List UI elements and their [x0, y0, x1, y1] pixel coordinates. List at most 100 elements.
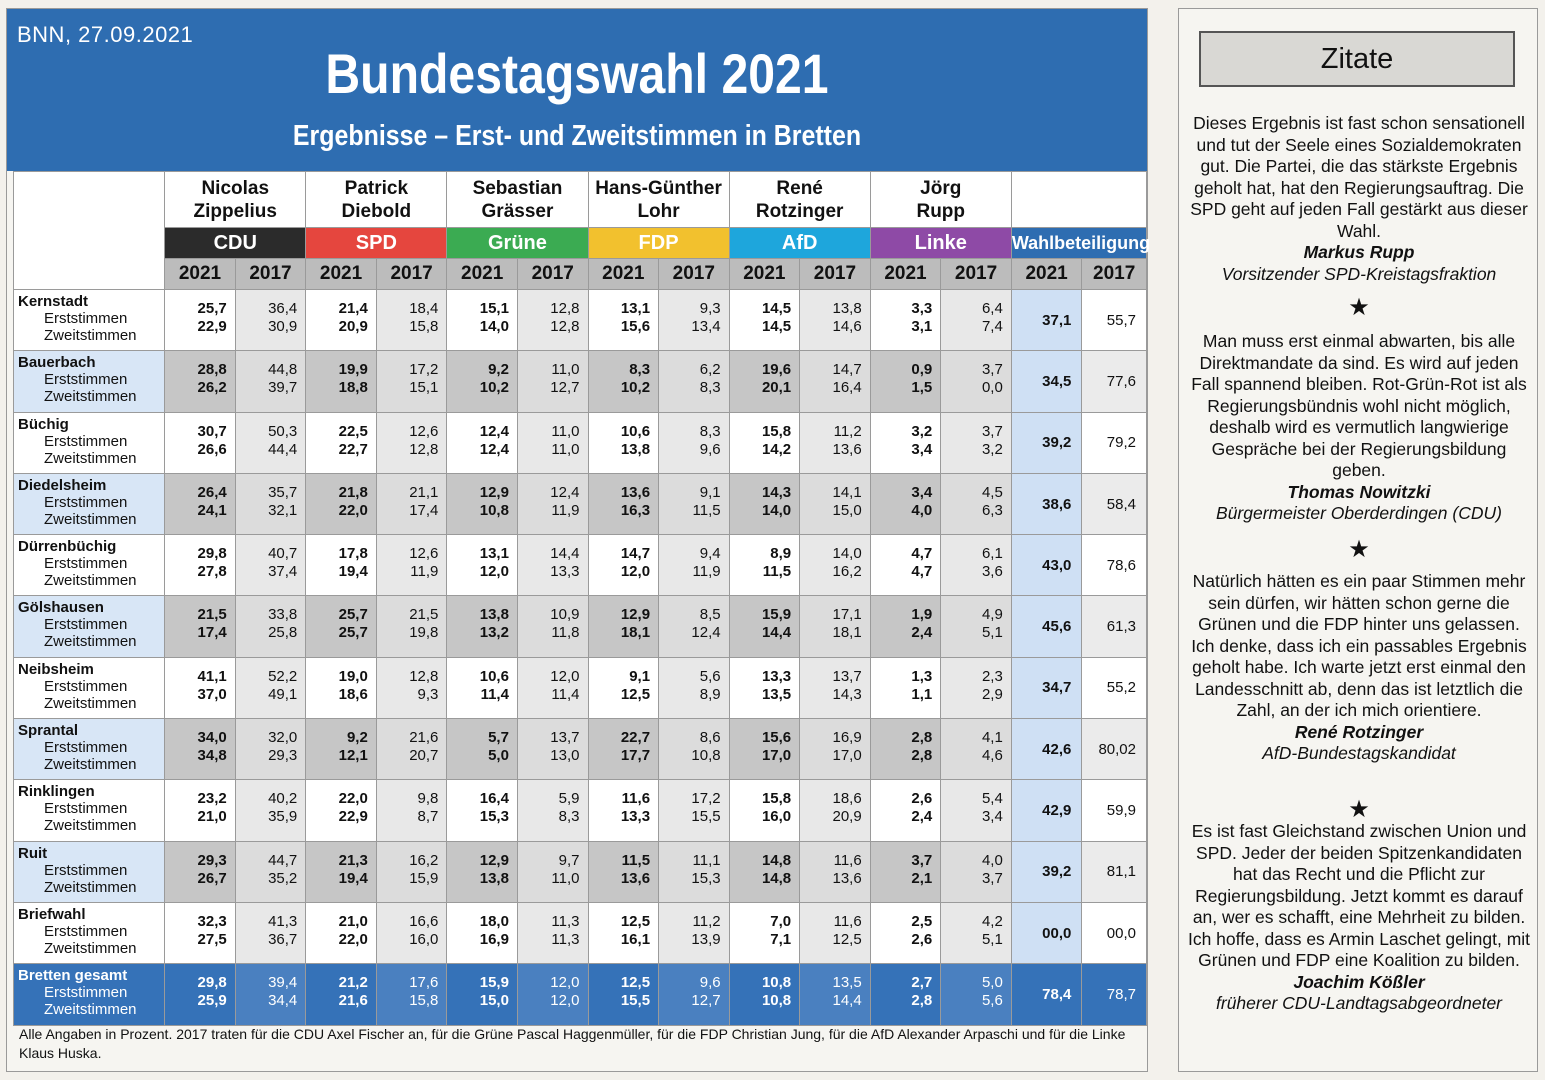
erststimmen-value: 14,7: [620, 545, 651, 563]
vote-cell: 13,6 16,3: [587, 472, 660, 536]
vote-cell: 14,7 12,0: [587, 534, 660, 597]
vote-cell: 5,6 8,9: [658, 656, 730, 720]
erststimmen-value: 21,6: [409, 729, 439, 747]
erststimmen-value: 21,1: [409, 483, 439, 501]
year-header: 2021: [728, 258, 801, 290]
erststimmen-value: 13,5: [832, 974, 862, 992]
erststimmen-value: 9,1: [629, 667, 651, 685]
zweitstimmen-value: 44,4: [268, 440, 298, 458]
quote-block: Natürlich hätten es ein paar Stimmen meh…: [1187, 571, 1531, 765]
district-row: Büchig Erststimmen Zweitstimmen 30,7 26,6 50,…: [12, 411, 1147, 474]
vote-cell: 17,8 19,4: [305, 534, 377, 597]
zweitstimmen-value: 18,6: [338, 685, 368, 703]
zweitstimmen-value: 15,9: [409, 869, 439, 887]
erststimmen-value: 22,0: [338, 790, 368, 808]
zweitstimmen-value: 13,3: [550, 563, 580, 581]
zweitstimmen-value: 37,0: [197, 685, 227, 703]
zweitstimmen-value: 14,0: [479, 318, 509, 335]
erststimmen-value: 2,3: [981, 667, 1003, 685]
erststimmen-value: 21,4: [338, 300, 368, 317]
quote-role: AfD-Bundestagskandidat: [1262, 743, 1456, 763]
vote-cell: 2,6 2,4: [869, 779, 942, 842]
vote-cell: 9,1 12,5: [587, 656, 660, 720]
zweitstimmen-value: 17,4: [409, 501, 439, 519]
year-header: 2021: [587, 258, 660, 290]
erststimmen-value: 11,2: [692, 912, 721, 930]
zweitstimmen-value: 13,9: [691, 930, 721, 948]
zweitstimmen-value: 7,1: [770, 930, 792, 948]
zweitstimmen-value: 19,8: [409, 624, 439, 642]
erststimmen-value: 11,6: [833, 912, 862, 930]
vote-cell: 0,9 1,5: [869, 350, 942, 413]
corner-cell: [12, 171, 166, 290]
turnout-2021: 42,9: [1010, 779, 1083, 842]
vote-cell: 13,7 13,0: [516, 718, 589, 781]
erststimmen-value: 13,1: [479, 545, 509, 563]
erststimmen-value: 11,3: [551, 912, 580, 930]
erststimmen-value: 30,7: [197, 422, 227, 440]
party-label: Linke: [869, 227, 1012, 259]
vote-cell: 16,4 15,3: [446, 779, 518, 842]
zweitstimmen-value: 24,1: [197, 501, 227, 519]
vote-cell: 11,6 13,6: [799, 840, 871, 903]
vote-cell: 29,3 26,7: [164, 840, 236, 903]
party-row: CDU SPD Grüne FDP AfD Linke Wahlbeteiligung: [14, 227, 1150, 259]
zweitstimmen-label: Zweitstimmen: [44, 327, 137, 344]
year-row: 2021 2017 2021 2017 2021 2017 2021 2017 2021 2017…: [14, 258, 1147, 290]
erststimmen-label: Erststimmen: [44, 922, 128, 940]
vote-cell: 12,5 16,1: [587, 901, 660, 965]
erststimmen-value: 21,3: [338, 851, 368, 869]
star-divider: ★: [1348, 796, 1370, 823]
zweitstimmen-value: 0,0: [981, 379, 1003, 397]
vote-cell: 16,9 17,0: [799, 718, 871, 781]
vote-cell: 4,5 6,3: [940, 472, 1012, 536]
zweitstimmen-value: 21,6: [338, 992, 368, 1010]
vote-cell: 26,4 24,1: [164, 472, 236, 536]
district-row: Diedelsheim Erststimmen Zweitstimmen 26,4 24…: [12, 472, 1147, 536]
quote-role: Vorsitzender SPD-Kreistagsfraktion: [1221, 263, 1497, 284]
vote-cell: 14,7 16,4: [799, 350, 871, 413]
party-label: SPD: [305, 227, 448, 259]
zweitstimmen-value: 22,7: [338, 440, 368, 458]
vote-cell: 15,8 16,0: [728, 779, 801, 842]
zweitstimmen-value: 18,1: [832, 624, 862, 642]
zweitstimmen-label: Zweitstimmen: [44, 939, 137, 957]
zweitstimmen-value: 12,0: [479, 563, 509, 581]
year-header: 2017: [375, 258, 448, 290]
year-header: 2017: [799, 258, 871, 290]
zweitstimmen-value: 2,4: [911, 624, 933, 642]
erststimmen-value: 3,2: [911, 422, 933, 440]
vote-cell: 12,8 9,3: [375, 656, 448, 720]
zweitstimmen-value: 14,5: [761, 318, 792, 335]
erststimmen-value: 19,9: [338, 361, 368, 379]
zweitstimmen-value: 10,8: [691, 747, 721, 765]
zweitstimmen-value: 16,4: [832, 379, 862, 397]
erststimmen-value: 9,2: [488, 361, 509, 379]
erststimmen-value: 16,4: [479, 790, 509, 808]
zweitstimmen-value: 10,2: [620, 379, 651, 397]
zweitstimmen-value: 16,2: [832, 563, 862, 581]
vote-cell: 4,0 3,7: [940, 840, 1012, 903]
zweitstimmen-value: 12,4: [691, 624, 721, 642]
vote-cell: 7,0 7,1: [728, 901, 801, 965]
vote-cell: 17,2 15,5: [658, 779, 730, 842]
star-divider: ★: [1348, 536, 1370, 563]
turnout-2021: 45,6: [1010, 595, 1083, 658]
vote-cell: 12,0 11,4: [516, 656, 589, 720]
erststimmen-value: 22,7: [620, 729, 651, 747]
erststimmen-value: 52,2: [268, 667, 298, 685]
zweitstimmen-value: 9,3: [417, 685, 439, 703]
zweitstimmen-value: 35,9: [268, 808, 298, 826]
zweitstimmen-value: 20,1: [761, 379, 792, 397]
erststimmen-value: 21,8: [338, 483, 368, 501]
erststimmen-value: 13,8: [479, 606, 509, 624]
zweitstimmen-value: 20,9: [832, 808, 862, 826]
erststimmen-value: 15,1: [479, 300, 509, 317]
erststimmen-value: 23,2: [197, 790, 227, 808]
erststimmen-value: 3,7: [981, 422, 1003, 440]
zweitstimmen-value: 22,9: [338, 808, 368, 826]
zweitstimmen-value: 11,5: [762, 563, 792, 581]
erststimmen-value: 12,9: [479, 483, 509, 501]
vote-cell: 9,4 11,9: [658, 534, 730, 597]
vote-cell: 14,8 14,8: [728, 840, 801, 903]
